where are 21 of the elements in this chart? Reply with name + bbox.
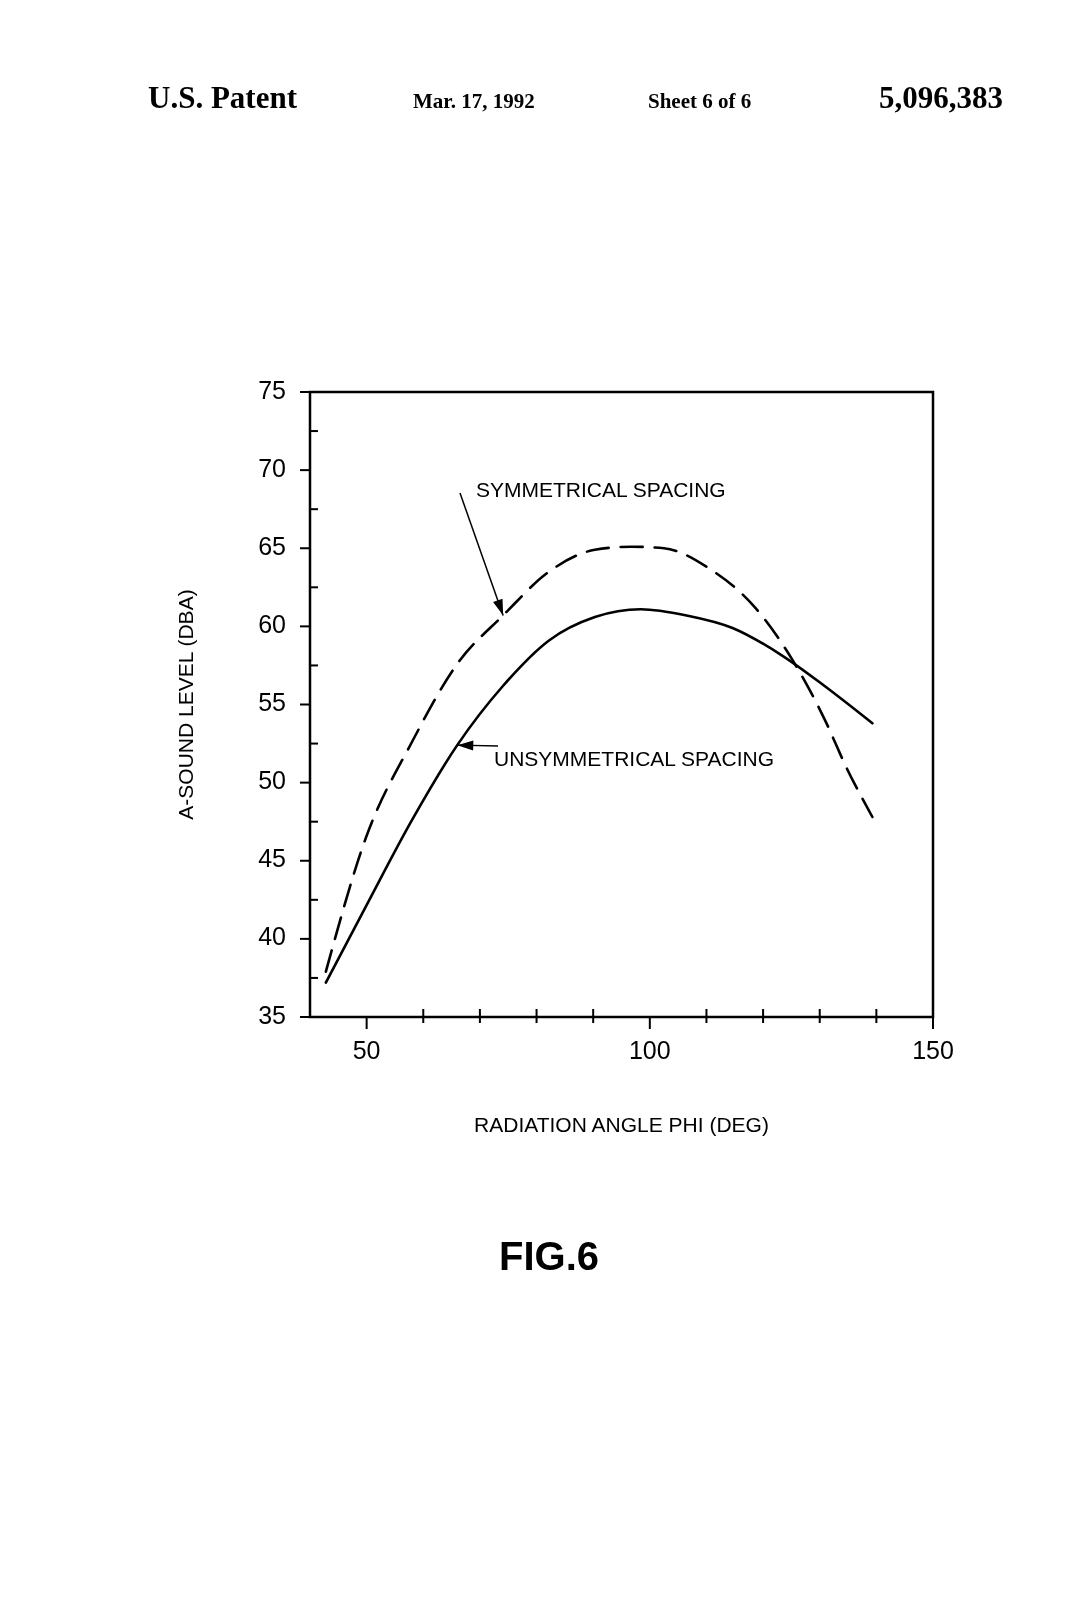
text: Mar. 17, 1992 [413,89,535,113]
x-tick-label: 100 [628,1036,671,1064]
y-axis-title: A-SOUND LEVEL (DBA) [174,589,197,820]
y-tick-label: 40 [258,922,286,951]
y-tick-label: 50 [258,766,286,795]
text: U.S. Patent [148,80,298,115]
y-tick-label: 65 [258,531,286,560]
x-axis-title: RADIATION ANGLE PHI (DEG) [474,1113,769,1136]
y-tick-label: 70 [258,453,286,482]
text: Sheet 6 of 6 [648,89,752,113]
legend-label: UNSYMMETRICAL SPACING [494,746,775,770]
y-tick-label: 45 [258,844,286,873]
y-tick-label: 35 [258,1000,286,1029]
y-tick-label: 60 [258,609,286,638]
x-tick-label: 150 [912,1036,954,1064]
text: 5,096,383 [879,80,1003,115]
text: SYMMETRICAL SPACING [476,477,726,501]
x-tick-label: 50 [352,1036,381,1064]
text: FIG.6 [498,1234,600,1278]
y-tick-label: 75 [258,375,286,404]
y-tick-label: 55 [258,688,286,717]
